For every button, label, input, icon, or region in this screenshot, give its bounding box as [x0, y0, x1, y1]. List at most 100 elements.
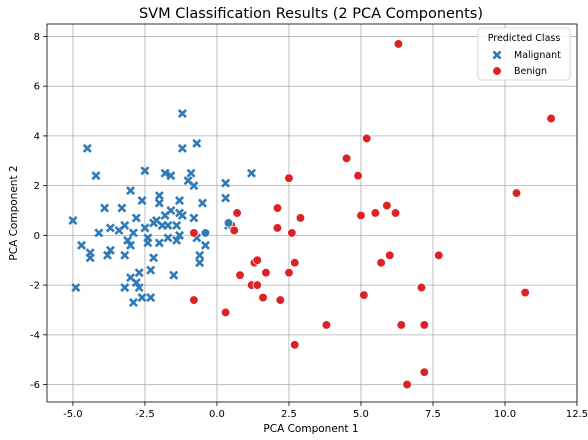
benign-point	[396, 320, 406, 330]
malignant-point	[174, 230, 185, 240]
y-tick-label: -6	[30, 380, 40, 391]
malignant-point	[126, 240, 136, 250]
malignant-point	[163, 220, 173, 230]
benign-point	[284, 173, 294, 183]
benign-point	[290, 340, 300, 350]
benign-point	[258, 292, 268, 303]
y-tick-label: 2	[34, 181, 40, 192]
grid	[47, 24, 578, 402]
y-tick-label: -4	[30, 330, 40, 341]
axis-ticks: -5.0 -2.5 0.0 2.5 5.0 7.5 10.0 12.5 -6 -4 -2 0 2 4 6 8	[30, 32, 588, 420]
malignant-point	[120, 220, 130, 230]
malignant-point	[177, 210, 187, 221]
malignant-point	[123, 235, 133, 245]
malignant-point	[166, 205, 176, 216]
benign-point	[370, 208, 381, 218]
malignant-point	[131, 278, 141, 288]
malignant-point	[126, 186, 136, 196]
malignant-point	[154, 238, 164, 248]
benign-point	[359, 290, 369, 300]
legend: Predicted Class Malignant Benign	[477, 27, 571, 81]
benign-point	[220, 307, 231, 318]
legend-marker-benign	[492, 66, 502, 76]
benign-point	[232, 208, 242, 218]
x-tick-label: 2.5	[281, 409, 297, 420]
x-tick-label: 5.0	[353, 409, 369, 420]
benign-point	[290, 258, 300, 268]
malignant-point	[200, 240, 210, 250]
malignant-point	[77, 240, 87, 250]
malignant-point	[143, 238, 153, 248]
malignant-point	[134, 283, 144, 293]
malignant-point	[82, 143, 92, 153]
benign-point	[321, 320, 332, 330]
benign-point	[252, 255, 262, 265]
malignant-point	[68, 215, 78, 225]
benign-point	[393, 39, 404, 49]
plot-frame	[46, 23, 578, 403]
benign-point	[382, 200, 392, 211]
malignant-point	[169, 270, 179, 280]
benign-point	[419, 367, 429, 377]
malignant-point	[221, 193, 231, 203]
malignant-point	[134, 268, 144, 278]
benign-point	[520, 287, 530, 298]
malignant-legend-marker	[492, 50, 502, 60]
malignant-point	[154, 191, 164, 201]
malignant-point	[154, 198, 164, 208]
benign-point	[272, 203, 283, 213]
benign-point	[416, 282, 427, 293]
legend-box	[477, 27, 571, 81]
legend-label-benign: Benign	[514, 66, 547, 77]
malignant-point	[120, 283, 130, 293]
benign-point	[353, 171, 363, 181]
legend-label-malignant: Malignant	[514, 50, 561, 61]
x-tick-label: -2.5	[135, 409, 155, 420]
benign-point	[402, 379, 412, 390]
malignant-point	[105, 223, 115, 233]
malignant-point	[177, 109, 187, 119]
malignant-point	[189, 181, 199, 191]
malignant-point	[105, 245, 115, 255]
x-tick-label: 12.5	[566, 409, 588, 420]
y-tick-label: -2	[30, 281, 40, 292]
malignant-point	[172, 220, 182, 230]
malignant-point	[137, 196, 147, 206]
x-tick-label: -5.0	[63, 409, 83, 420]
x-axis-label: PCA Component 1	[263, 423, 358, 435]
malignant-point	[149, 253, 159, 263]
benign-point	[235, 270, 245, 280]
benign-point	[189, 295, 199, 305]
benign-point	[252, 280, 262, 290]
y-axis-label: PCA Component 2	[8, 165, 20, 260]
malignant-point	[140, 166, 150, 176]
benign-point	[376, 258, 386, 268]
benign-point	[341, 153, 352, 163]
malignant-point	[128, 228, 138, 238]
malignant-point	[71, 283, 81, 293]
data-points	[68, 39, 556, 390]
benign-point	[511, 188, 522, 198]
malignant-point	[137, 293, 147, 303]
malignant-point	[172, 235, 182, 245]
malignant-point	[195, 258, 205, 268]
malignant-point	[192, 138, 202, 148]
benign-point	[261, 268, 271, 278]
benign-legend-marker	[492, 66, 502, 76]
malignant-point	[100, 203, 110, 213]
legend-marker-malignant	[492, 50, 502, 60]
benign-point	[275, 295, 285, 305]
malignant-point	[102, 250, 113, 260]
benign-point	[546, 113, 556, 124]
malignant-point	[160, 168, 170, 178]
benign-point	[362, 133, 372, 144]
malignant-point	[94, 228, 104, 238]
malignant-point	[198, 198, 208, 208]
malignant-point	[174, 196, 185, 206]
malignant-point	[189, 213, 199, 223]
malignant-point	[221, 178, 231, 188]
benign-point	[390, 208, 401, 218]
series-2-point	[200, 228, 211, 238]
series-2-point	[223, 218, 234, 228]
